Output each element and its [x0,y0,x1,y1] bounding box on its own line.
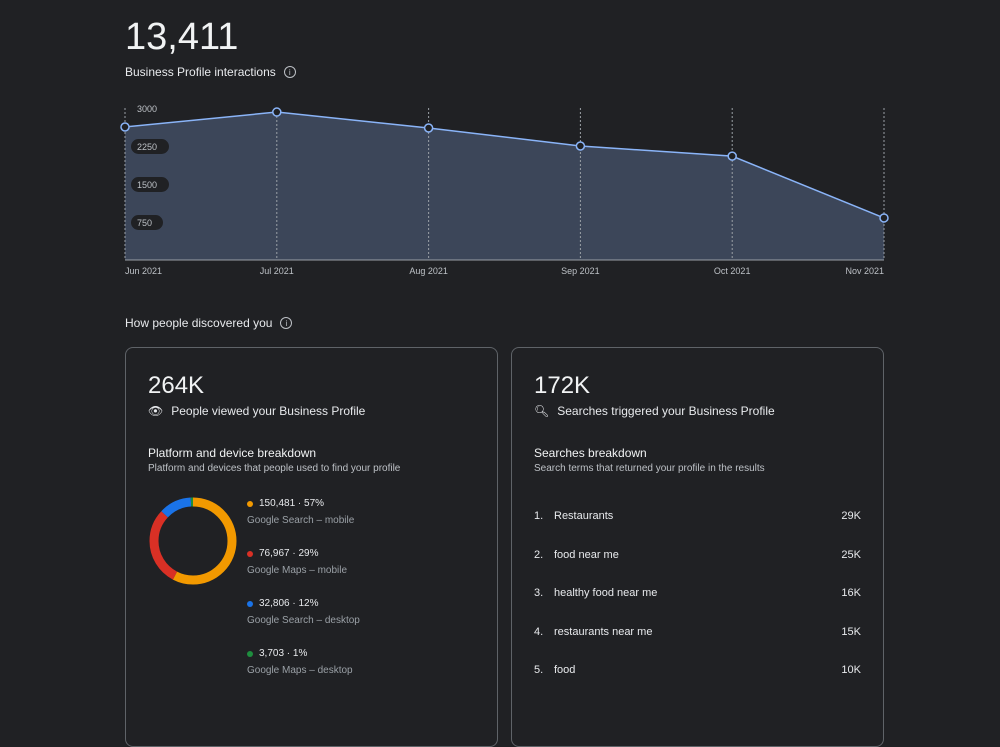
y-tick-label: 2250 [137,142,157,152]
info-icon[interactable]: i [283,66,296,78]
legend-value: 150,481 · 57% [259,498,325,509]
legend-item: 32,806 · 12% Google Search – desktop [247,598,360,626]
search-term-row: 2. food near me 25K [534,549,861,561]
data-point[interactable] [879,213,889,223]
y-tick-bg [131,139,169,154]
x-tick-label: Jul 2021 [260,266,294,276]
section-title-text: How people discovered you [125,316,273,330]
total-interactions: 13,411 [125,16,239,58]
rank: 2. [534,548,544,561]
search-count: 10K [841,664,861,676]
searches-desc: 🔍︎ Searches triggered your Business Profi… [534,404,775,418]
x-tick-label: Oct 2021 [714,266,751,276]
legend-item: 150,481 · 57% Google Search – mobile [247,498,354,526]
views-desc: 👁 People viewed your Business Profile [148,404,365,418]
legend-dot-icon [247,500,253,507]
search-icon: 🔍︎ [534,404,550,418]
search-term: food near me [554,548,619,561]
search-term: food [554,664,576,676]
legend-dot-icon [247,650,253,657]
legend-item: 3,703 · 1% Google Maps – desktop [247,648,353,676]
searches-value: 172K [534,372,591,399]
search-term: healthy food near me [554,587,658,599]
x-tick-label: Nov 2021 [845,266,884,276]
y-tick-label: 750 [137,218,152,228]
search-count: 25K [841,548,861,561]
area-fill [125,112,884,260]
data-point[interactable] [575,141,586,151]
eye-icon: 👁 [148,404,164,418]
legend-dot-icon [247,600,253,607]
interactions-chart: 3000 2250 1500 750 Jun 2021 Jul 2021 Aug 2021 S… [120,104,889,276]
rank: 5. [534,664,544,676]
search-count: 29K [841,510,861,522]
legend-item: 76,967 · 29% Google Maps – mobile [247,548,347,576]
x-tick-label: Jun 2021 [125,266,162,276]
legend-value: 76,967 · 29% [259,548,319,559]
rank: 1. [534,510,544,522]
x-tick-label: Aug 2021 [409,266,448,276]
legend-label: Google Maps – desktop [247,665,353,676]
search-term: Restaurants [554,510,614,522]
search-term-row: 3. healthy food near me 16K [534,587,861,599]
section-title: How people discovered you i [125,316,293,330]
views-label: People viewed your Business Profile [171,404,366,418]
legend-value: 32,806 · 12% [259,598,319,609]
info-icon[interactable]: i [280,317,293,329]
search-term-row: 4. restaurants near me 15K [534,626,861,638]
search-count: 15K [841,625,861,638]
data-point[interactable] [120,122,130,132]
donut-segment [149,497,237,585]
data-point[interactable] [727,151,737,161]
rank: 3. [534,587,544,599]
platform-sub: Platform and devices that people used to… [148,463,401,474]
rank: 4. [534,625,544,638]
data-point[interactable] [272,107,282,117]
views-card: 264K 👁 People viewed your Business Profil… [125,347,498,747]
donut-segment [149,497,237,585]
searches-heading: Searches breakdown [534,446,647,460]
search-term: restaurants near me [554,625,653,638]
series-line [124,111,885,219]
search-count: 16K [841,587,861,599]
legend-label: Google Maps – mobile [247,565,348,576]
search-term-row: 5. food 10K [534,664,861,676]
legend-value: 3,703 · 1% [259,648,308,659]
y-tick-bg [131,215,163,230]
views-value: 264K [148,372,205,399]
legend-label: Google Search – mobile [247,515,355,526]
x-tick-label: Sep 2021 [561,266,600,276]
searches-label: Searches triggered your Business Profile [557,404,775,418]
platform-heading: Platform and device breakdown [148,446,317,460]
searches-sub: Search terms that returned your profile … [534,463,765,474]
y-tick-label: 1500 [137,180,157,190]
interactions-subtitle: Business Profile interactions i [125,65,296,79]
y-tick-label: 3000 [137,104,157,114]
search-term-row: 1. Restaurants 29K [534,510,861,522]
legend-label: Google Search – desktop [247,615,360,626]
data-point[interactable] [423,123,434,133]
legend-dot-icon [247,550,253,557]
platform-donut [149,497,237,585]
subtitle-text: Business Profile interactions [125,65,276,79]
searches-card: 172K 🔍︎ Searches triggered your Business … [511,347,884,747]
y-tick-bg [131,177,169,192]
